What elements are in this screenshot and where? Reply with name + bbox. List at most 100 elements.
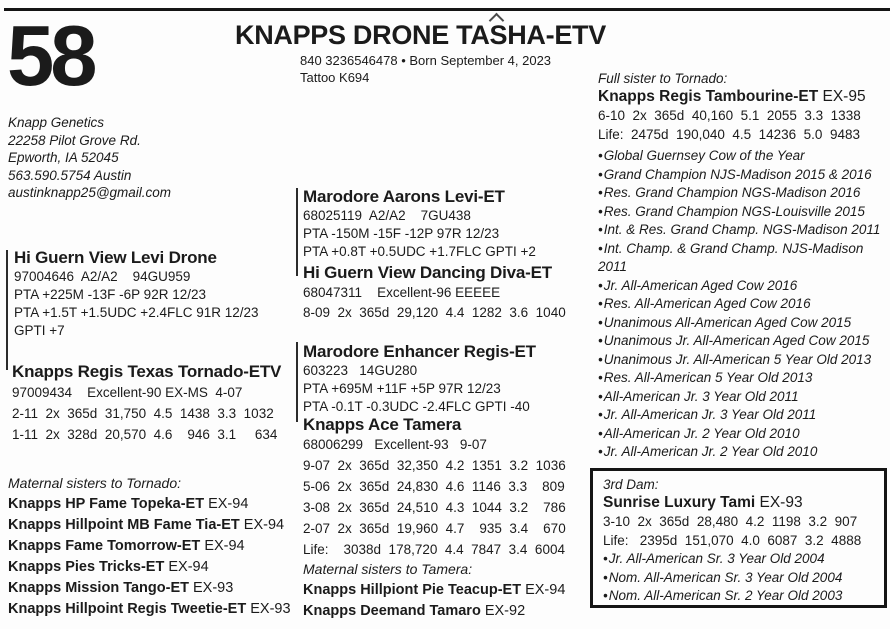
sire-dam-record-row: 8-09 2x 365d 29,120 4.4 1282 3.6 1040 <box>303 305 566 320</box>
consignor-name: Knapp Genetics <box>8 115 105 130</box>
sister-score: EX-93 <box>250 601 291 617</box>
sister-item: Knapps Hillpoint MB Fame Tia-ET EX-94 <box>8 515 291 536</box>
dam-sire-pta-line: PTA +695M +11F +5P 97R 12/23 <box>303 381 501 396</box>
dam-record-row: 2-11 2x 365d 31,750 4.5 1438 3.3 1032 <box>12 406 274 421</box>
award-item: Unanimous Jr. All-American 5 Year Old 20… <box>598 351 888 370</box>
sister-score: EX-94 <box>168 559 209 575</box>
tattoo-line: Tattoo K694 <box>300 70 370 85</box>
award-item: Jr. All-American Jr. 3 Year Old 2011 <box>598 406 888 425</box>
sister-score: EX-94 <box>525 582 566 598</box>
third-dam-heading: 3rd Dam: <box>603 477 659 492</box>
sire-dam-name: Hi Guern View Dancing Diva-ET <box>303 263 552 282</box>
tornado-sisters-block: Maternal sisters to Tornado: Knapps HP F… <box>8 474 291 620</box>
dam-dam-record-row: 2-07 2x 365d 19,960 4.7 935 3.4 670 <box>303 521 566 536</box>
sister-item: Knapps Pies Tricks-ET EX-94 <box>8 557 291 578</box>
third-dam-score: EX-93 <box>759 494 803 511</box>
sire-dam-block: Hi Guern View Dancing Diva-ET 68047311 E… <box>303 262 566 323</box>
award-item: Nom. All-American Sr. 3 Year Old 2004 <box>603 569 875 588</box>
dam-name: Knapps Regis Texas Tornado-ETV <box>12 362 282 381</box>
award-item: Int. Champ. & Grand Champ. NJS-Madison 2… <box>598 240 888 277</box>
dam-dam-record-row: 5-06 2x 365d 24,830 4.6 1146 3.3 809 <box>303 479 565 494</box>
pedigree-bracket-left <box>6 250 8 370</box>
award-item: Jr. All-American Sr. 3 Year Old 2004 <box>603 550 875 569</box>
sire-sire-pta-line: PTA +0.8T +0.5UDC +1.7FLC GPTI +2 <box>303 244 536 259</box>
sire-sire-id-line: 68025119 A2/A2 7GU438 <box>303 208 471 223</box>
award-item: Jr. All-American Jr. 2 Year Old 2010 <box>598 443 888 462</box>
dam-sire-name: Marodore Enhancer Regis-ET <box>303 342 536 361</box>
sire-sire-name: Marodore Aarons Levi-ET <box>303 187 505 206</box>
full-sister-name: Knapps Regis Tambourine-ET <box>598 88 819 105</box>
sister-item: Knapps Hillpoint Regis Tweetie-ET EX-93 <box>8 599 291 620</box>
full-sister-score: EX-95 <box>822 88 866 105</box>
third-dam-record-row: 3-10 2x 365d 28,480 4.2 1198 3.2 907 <box>603 514 858 529</box>
full-sister-block: Full sister to Tornado: Knapps Regis Tam… <box>598 70 888 462</box>
consignor-block: Knapp Genetics 22258 Pilot Grove Rd. Epw… <box>8 114 171 202</box>
pedigree-bracket-middle-top <box>296 188 298 276</box>
sister-name: Knapps Mission Tango-ET <box>8 580 189 596</box>
dam-dam-record-row: 3-08 2x 365d 24,510 4.3 1044 3.2 786 <box>303 500 566 515</box>
sire-pta-line: PTA +1.5T +1.5UDC +2.4FLC 91R 12/23 <box>14 305 259 320</box>
third-dam-name-line: Sunrise Luxury Tami EX-93 <box>603 493 875 512</box>
dam-sire-pta-line: PTA -0.1T -0.3UDC -2.4FLC GPTI -40 <box>303 399 530 414</box>
dam-dam-lifetime-row: Life: 3038d 178,720 4.4 7847 3.4 6004 <box>303 542 565 557</box>
sister-name: Knapps Deemand Tamaro <box>303 603 481 619</box>
sister-name: Knapps Hillpoint MB Fame Tia-ET <box>8 517 240 533</box>
consignor-street: 22258 Pilot Grove Rd. <box>8 132 141 148</box>
consignor-city: Epworth, IA 52045 <box>8 150 119 165</box>
tornado-sisters-heading: Maternal sisters to Tornado: <box>8 475 182 491</box>
sire-gpti-line: GPTI +7 <box>14 323 65 338</box>
registration-born-line: 840 3236546478 • Born September 4, 2023 <box>300 53 552 68</box>
sire-sire-pta-line: PTA -150M -15F -12P 97R 12/23 <box>303 226 500 241</box>
sister-item: Knapps Hillpiont Pie Teacup-ET EX-94 <box>303 580 565 601</box>
sire-pta-line: PTA +225M -13F -6P 92R 12/23 <box>14 287 206 302</box>
consignor-email: austinknapp25@gmail.com <box>8 185 172 200</box>
sister-score: EX-93 <box>193 580 234 596</box>
full-sister-lifetime-row: Life: 2475d 190,040 4.5 14236 5.0 9483 <box>598 127 860 142</box>
full-sister-record-row: 6-10 2x 365d 40,160 5.1 2055 3.3 1338 <box>598 108 861 123</box>
sister-score: EX-94 <box>204 538 245 554</box>
dam-record-row: 1-11 2x 328d 20,570 4.6 946 3.1 634 <box>12 427 278 442</box>
third-dam-name: Sunrise Luxury Tami <box>603 494 756 511</box>
award-item: Unanimous Jr. All-American Aged Cow 2015 <box>598 332 888 351</box>
sister-score: EX-94 <box>243 517 285 533</box>
dam-id-line: 97009434 Excellent-90 EX-MS 4-07 <box>12 385 243 400</box>
third-dam-box: 3rd Dam: Sunrise Luxury Tami EX-93 3-10 … <box>590 468 887 608</box>
award-item: Unanimous All-American Aged Cow 2015 <box>598 314 888 333</box>
award-item: Global Guernsey Cow of the Year <box>598 147 888 166</box>
sister-item: Knapps Deemand Tamaro EX-92 <box>303 601 565 622</box>
sire-block: Hi Guern View Levi Drone 97004646 A2/A2 … <box>14 247 259 340</box>
award-item: Res. Grand Champion NGS-Louisville 2015 <box>598 203 888 222</box>
dam-dam-block: Knapps Ace Tamera 68006299 Excellent-93 … <box>303 414 566 560</box>
sister-name: Knapps HP Fame Topeka-ET <box>8 496 205 512</box>
sister-score: EX-92 <box>484 603 526 619</box>
sister-name: Knapps Hillpoint Regis Tweetie-ET <box>8 601 247 617</box>
sister-name: Knapps Pies Tricks-ET <box>8 559 165 575</box>
lot-number: 58 <box>7 9 98 104</box>
tamera-sisters-heading: Maternal sisters to Tamera: <box>303 561 473 577</box>
animal-name-title: KNAPPS DRONE TASHA-ETV <box>235 20 606 50</box>
sister-score: EX-94 <box>208 496 249 512</box>
award-item: Res. All-American 5 Year Old 2013 <box>598 369 888 388</box>
dam-dam-name: Knapps Ace Tamera <box>303 415 462 434</box>
award-item: Jr. All-American Aged Cow 2016 <box>598 277 888 296</box>
pedigree-bracket-middle-bottom <box>296 342 298 422</box>
full-sister-awards-list: Global Guernsey Cow of the Year Grand Ch… <box>598 147 888 462</box>
sister-item: Knapps HP Fame Topeka-ET EX-94 <box>8 494 291 515</box>
sire-name: Hi Guern View Levi Drone <box>14 248 217 267</box>
award-item: Nom. All-American Sr. 2 Year Old 2003 <box>603 587 875 606</box>
dam-dam-record-row: 9-07 2x 365d 32,350 4.2 1351 3.2 1036 <box>303 458 566 473</box>
full-sister-name-line: Knapps Regis Tambourine-ET EX-95 <box>598 87 888 106</box>
sister-name: Knapps Fame Tomorrow-ET <box>8 538 201 554</box>
dam-sire-id-line: 603223 14GU280 <box>303 363 418 378</box>
third-dam-lifetime-row: Life: 2395d 151,070 4.0 6087 3.2 4888 <box>603 533 862 548</box>
sire-id-line: 97004646 A2/A2 94GU959 <box>14 269 191 284</box>
sister-item: Knapps Mission Tango-ET EX-93 <box>8 578 291 599</box>
award-item: All-American Jr. 3 Year Old 2011 <box>598 388 888 407</box>
consignor-phone: 563.590.5754 Austin <box>8 167 132 183</box>
award-item: Res. All-American Aged Cow 2016 <box>598 295 888 314</box>
dam-block: Knapps Regis Texas Tornado-ETV 97009434 … <box>12 361 281 445</box>
dam-sire-block: Marodore Enhancer Regis-ET 603223 14GU28… <box>303 341 536 416</box>
tamera-sisters-block: Maternal sisters to Tamera: Knapps Hillp… <box>303 560 565 622</box>
award-item: Res. Grand Champion NGS-Madison 2016 <box>598 184 888 203</box>
award-item: Grand Champion NJS-Madison 2015 & 2016 <box>598 166 888 185</box>
